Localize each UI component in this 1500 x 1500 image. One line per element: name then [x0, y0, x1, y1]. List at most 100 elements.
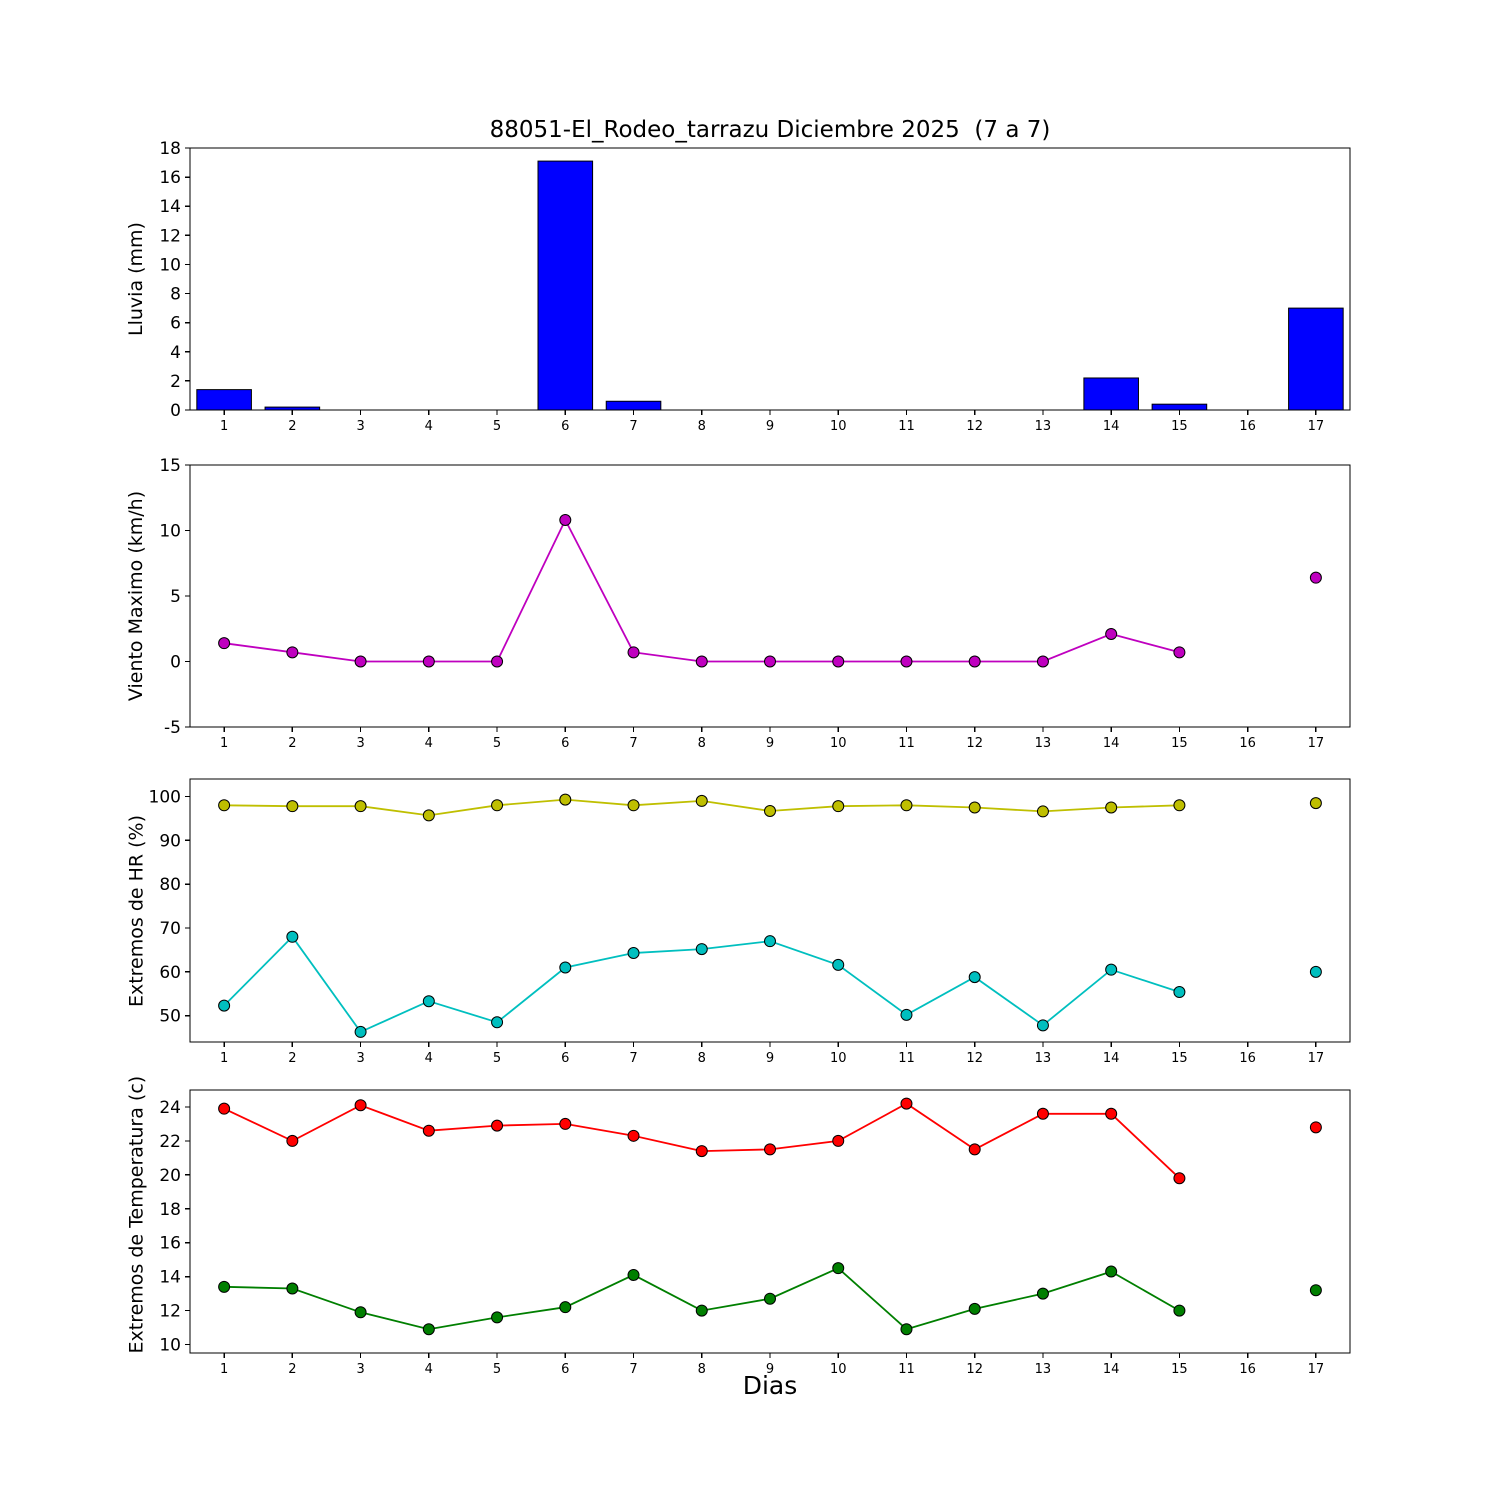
marker-hr-maxima [1036, 805, 1049, 818]
marker-temperatura-minima [491, 1311, 504, 1324]
marker-hr-maxima [1173, 799, 1186, 812]
y-tick-label: 50 [159, 1007, 181, 1027]
y-tick-label: 70 [159, 919, 181, 939]
bar [605, 400, 662, 411]
x-tick-label: 9 [766, 736, 774, 751]
line-temperatura-maxima [224, 1104, 1316, 1179]
marker-viento-maximo [559, 514, 572, 527]
y-tick-label: 14 [159, 1268, 181, 1288]
x-tick-label: 6 [561, 1362, 569, 1377]
figure-title: 88051-El_Rodeo_tarrazu Diciembre 2025 (7… [489, 117, 1051, 143]
marker-temperatura-maxima [832, 1134, 845, 1147]
y-tick-label: 16 [159, 1234, 181, 1254]
x-tick-label: 15 [1171, 1362, 1188, 1377]
y-tick-label: 12 [159, 226, 181, 246]
marker-hr-minima [422, 995, 435, 1008]
marker-hr-maxima [1105, 801, 1118, 814]
x-tick-label: 2 [288, 1051, 296, 1066]
y-tick-label: 0 [170, 653, 181, 673]
marker-hr-maxima [422, 809, 435, 822]
y-tick-label: 10 [159, 255, 181, 275]
axes-frame [189, 778, 1351, 1043]
marker-temperatura-maxima [218, 1102, 231, 1115]
x-tick-label: 16 [1239, 736, 1256, 751]
x-tick-label: 6 [561, 1051, 569, 1066]
x-tick-label: 7 [629, 736, 637, 751]
y-tick-label: 4 [170, 343, 181, 363]
marker-temperatura-maxima [695, 1145, 708, 1158]
xaxis-label: Dias [742, 1371, 798, 1400]
x-tick-label: 15 [1171, 736, 1188, 751]
y-tick-label: 16 [159, 168, 181, 188]
marker-hr-maxima [832, 800, 845, 813]
x-tick-label: 5 [493, 419, 501, 434]
marker-temperatura-maxima [422, 1124, 435, 1137]
marker-viento-maximo [764, 655, 776, 668]
marker-temperatura-maxima [559, 1117, 572, 1130]
x-tick-label: 8 [698, 419, 706, 434]
marker-hr-maxima [354, 800, 367, 813]
x-tick-label: 16 [1239, 1051, 1256, 1066]
x-tick-label: 13 [1035, 736, 1052, 751]
marker-temperatura-minima [1036, 1287, 1049, 1300]
marker-temperatura-maxima [1309, 1121, 1322, 1134]
marker-temperatura-minima [422, 1323, 435, 1336]
line-hr-minima [224, 937, 1316, 1032]
marker-temperatura-minima [1173, 1304, 1186, 1317]
marker-viento-maximo [354, 655, 367, 668]
x-tick-label: 10 [830, 1051, 847, 1066]
x-tick-label: 10 [830, 736, 847, 751]
marker-hr-minima [354, 1025, 367, 1038]
marker-hr-maxima [900, 799, 913, 812]
x-tick-label: 2 [288, 736, 296, 751]
x-tick-label: 12 [966, 1051, 983, 1066]
marker-temperatura-maxima [491, 1119, 504, 1132]
marker-viento-maximo [1173, 646, 1186, 659]
x-tick-label: 1 [220, 419, 228, 434]
y-tick-label: 18 [159, 1200, 181, 1220]
marker-hr-minima [627, 947, 640, 960]
x-tick-label: 4 [425, 419, 433, 434]
bar [537, 160, 594, 411]
marker-viento-maximo [900, 655, 913, 668]
marker-hr-minima [832, 958, 845, 971]
marker-temperatura-maxima [354, 1099, 367, 1112]
x-tick-label: 11 [898, 1362, 915, 1377]
x-tick-label: 2 [288, 1362, 296, 1377]
marker-temperatura-minima [1309, 1284, 1322, 1297]
marker-hr-minima [764, 935, 776, 948]
marker-hr-minima [218, 999, 231, 1012]
marker-viento-maximo [286, 646, 299, 659]
x-tick-label: 7 [629, 419, 637, 434]
marker-viento-maximo [695, 655, 708, 668]
x-tick-label: 12 [966, 1362, 983, 1377]
x-tick-label: 1 [220, 736, 228, 751]
marker-hr-minima [1173, 986, 1186, 999]
x-tick-label: 3 [356, 1362, 364, 1377]
x-tick-label: 12 [966, 736, 983, 751]
marker-temperatura-minima [218, 1280, 231, 1293]
y-tick-label: 14 [159, 197, 181, 217]
marker-viento-maximo [1036, 655, 1049, 668]
marker-hr-maxima [764, 804, 776, 817]
marker-temperatura-minima [764, 1292, 776, 1305]
x-tick-label: 16 [1239, 419, 1256, 434]
bar [1151, 403, 1208, 411]
x-tick-label: 9 [766, 419, 774, 434]
y-tick-label: 6 [170, 314, 181, 334]
y-tick-label: 18 [159, 139, 181, 159]
y-tick-label: 2 [170, 372, 181, 392]
marker-temperatura-maxima [1036, 1107, 1049, 1120]
x-tick-label: 12 [966, 419, 983, 434]
marker-temperatura-maxima [968, 1143, 981, 1156]
y-tick-label: 15 [159, 456, 181, 476]
ylabel-hr: Extremos de HR (%) [125, 814, 147, 1007]
x-tick-label: 14 [1103, 736, 1120, 751]
x-tick-label: 1 [220, 1051, 228, 1066]
x-tick-label: 13 [1035, 419, 1052, 434]
x-tick-label: 14 [1103, 1362, 1120, 1377]
y-tick-label: 100 [149, 788, 181, 808]
marker-temperatura-maxima [1173, 1172, 1186, 1185]
